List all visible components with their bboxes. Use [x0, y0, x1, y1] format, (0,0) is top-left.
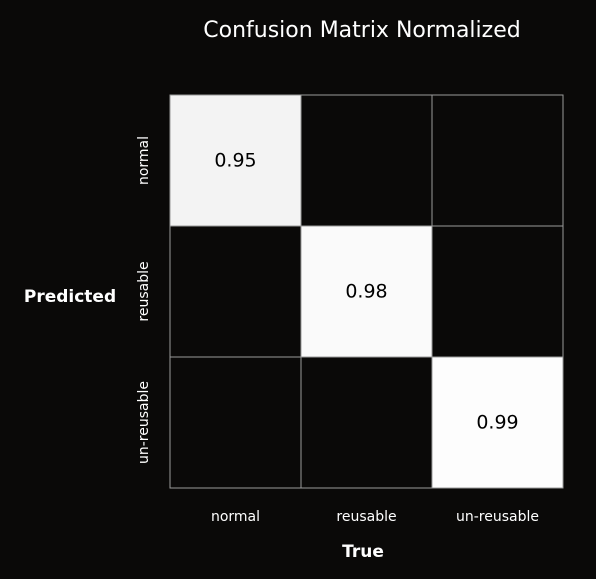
- y-tick-label: un-reusable: [136, 381, 152, 464]
- y-axis-label: Predicted: [24, 287, 116, 307]
- cell-value-label: 0.99: [476, 412, 518, 434]
- heatmap-cell-normal-reusable: [300, 94, 433, 227]
- x-tick-labels: normal reusable un-reusable: [211, 509, 539, 525]
- x-tick-label: normal: [211, 509, 260, 525]
- heatmap-cell-normal-normal: [169, 94, 302, 227]
- chart-title: Confusion Matrix Normalized: [203, 18, 520, 43]
- x-tick-label: un-reusable: [456, 509, 539, 525]
- y-tick-label: normal: [136, 136, 152, 185]
- cell-value-label: 0.98: [345, 281, 387, 303]
- x-tick-label: reusable: [336, 509, 396, 525]
- heatmap-cell-normal-un-reusable: [431, 94, 564, 227]
- cell-value-label: 0.95: [214, 150, 256, 172]
- heatmap-cell-un-reusable-un-reusable: [431, 356, 564, 489]
- heatmap-cell-un-reusable-reusable: [300, 356, 433, 489]
- heatmap-cells: 0.95 0.98 0.99: [169, 94, 564, 489]
- y-tick-label: reusable: [136, 261, 152, 321]
- heatmap-cell-reusable-reusable: [300, 225, 433, 358]
- y-tick-labels: normal reusable un-reusable: [136, 136, 152, 464]
- heatmap-cell-reusable-normal: [169, 225, 302, 358]
- x-axis-label: True: [342, 542, 384, 562]
- heatmap-cell-reusable-un-reusable: [431, 225, 564, 358]
- heatmap-cell-un-reusable-normal: [169, 356, 302, 489]
